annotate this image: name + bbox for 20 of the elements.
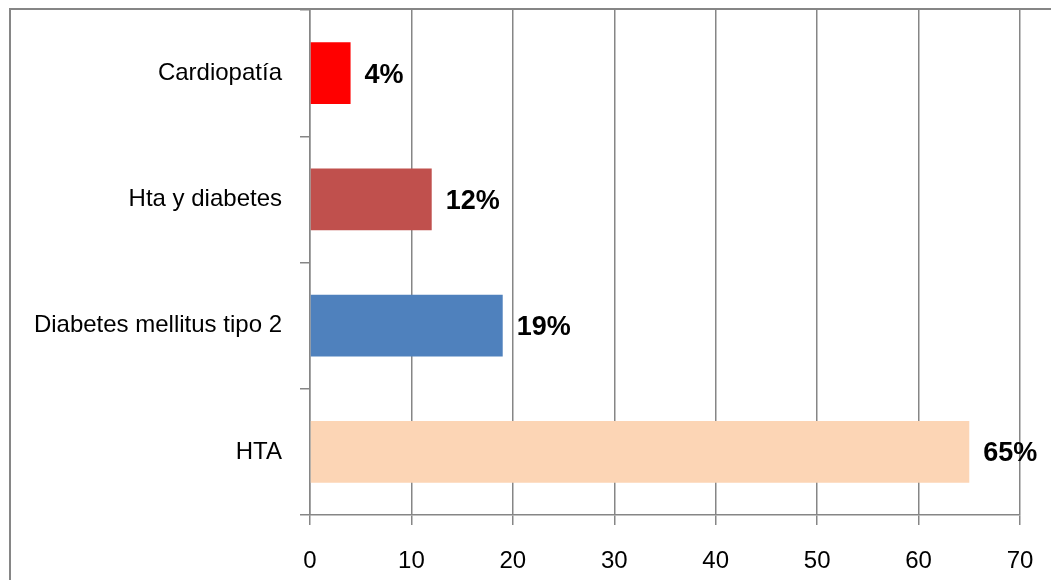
x-tick-label: 20 [499, 546, 527, 574]
x-tick-label: 50 [803, 546, 831, 574]
bar [310, 294, 503, 357]
bar [310, 42, 351, 105]
x-tick-label: 30 [600, 546, 628, 574]
y-tick-label: HTA [235, 436, 282, 464]
x-tick-label: 10 [398, 546, 425, 574]
x-tick-label: 70 [1006, 546, 1034, 574]
data-label: 19% [516, 311, 571, 342]
x-tick-label: 60 [905, 546, 932, 574]
data-label: 12% [445, 184, 500, 215]
data-label: 4% [364, 58, 404, 89]
y-tick-label: Hta y diabetes [128, 184, 282, 211]
bar [310, 168, 432, 231]
y-tick-label: Diabetes mellitus tipo 2 [33, 310, 282, 338]
x-tick-label: 0 [303, 546, 317, 574]
y-tick-label: Cardiopatía [157, 57, 283, 85]
data-label: 65% [983, 437, 1038, 468]
bar [310, 420, 970, 483]
x-tick-label: 40 [702, 546, 730, 574]
